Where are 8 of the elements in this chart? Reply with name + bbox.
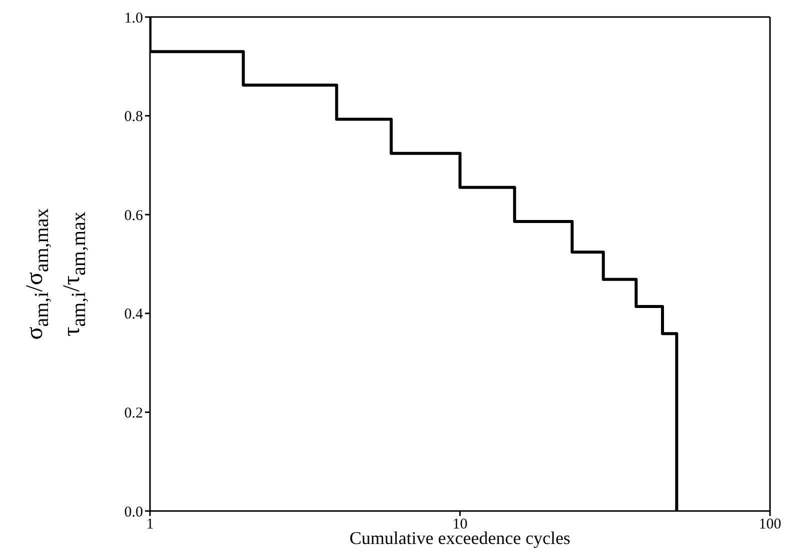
y-tick-label: 0.0 <box>124 504 143 520</box>
y-tick-label: 0.8 <box>124 109 143 126</box>
y-tick-label: 0.6 <box>124 208 144 224</box>
x-tick-label: 100 <box>758 516 782 533</box>
y-tick-label: 0.4 <box>124 306 144 323</box>
y-tick-label: 0.2 <box>124 406 143 422</box>
y-tick-label: 1.0 <box>124 10 143 26</box>
x-tick-label: 1 <box>146 516 154 533</box>
